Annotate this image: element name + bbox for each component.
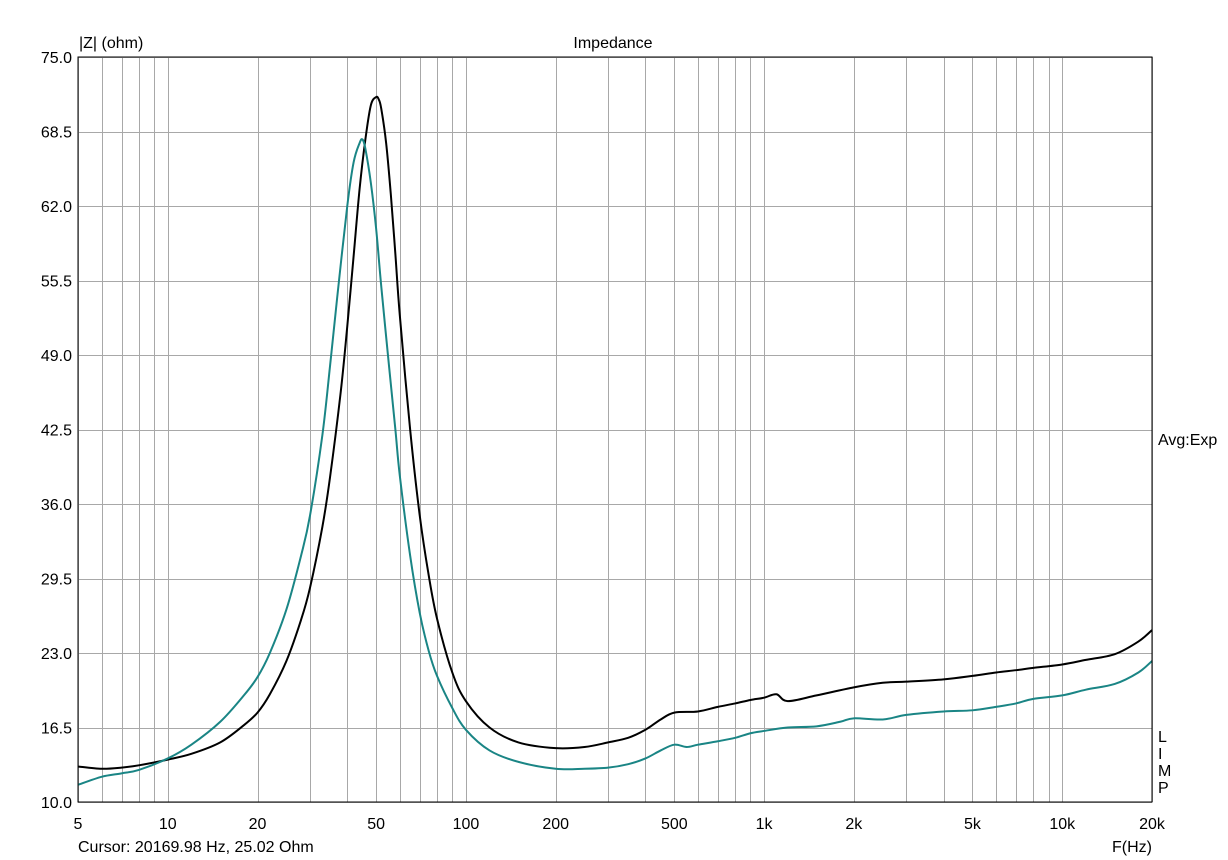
y-tick-label: 75.0 <box>41 50 72 67</box>
limp-letter-m: M <box>1158 763 1171 780</box>
avg-exp-label: Avg:Exp <box>1158 432 1217 449</box>
x-tick-labels: 5 10 20 50 100 200 500 1k 2k 5k 10k 20k <box>74 816 1166 833</box>
cursor-readout: Cursor: 20169.98 Hz, 25.02 Ohm <box>78 839 314 856</box>
plot-frame <box>77 56 1153 803</box>
impedance-curve-teal <box>77 138 1153 786</box>
limp-letter-p: P <box>1158 780 1169 797</box>
limp-letter-l: L <box>1158 729 1167 746</box>
x-axis-label: F(Hz) <box>1112 839 1152 856</box>
x-tick-label: 2k <box>845 816 863 833</box>
x-tick-label: 20k <box>1139 816 1166 833</box>
x-tick-label: 10k <box>1049 816 1076 833</box>
x-tick-label: 1k <box>756 816 774 833</box>
x-tick-label: 20 <box>249 816 267 833</box>
y-tick-label: 36.0 <box>41 497 72 514</box>
y-tick-label: 29.5 <box>41 572 72 589</box>
y-tick-label: 10.0 <box>41 795 72 812</box>
series-curves <box>77 95 1153 786</box>
y-tick-label: 55.5 <box>41 274 72 291</box>
y-tick-label: 16.5 <box>41 721 72 738</box>
x-tick-label: 5 <box>74 816 83 833</box>
x-tick-label: 50 <box>367 816 385 833</box>
y-axis-label: |Z| (ohm) <box>79 35 143 52</box>
y-tick-label: 49.0 <box>41 348 72 365</box>
chart-title: Impedance <box>573 35 652 52</box>
x-tick-label: 200 <box>542 816 569 833</box>
y-tick-label: 62.0 <box>41 199 72 216</box>
y-tick-label: 23.0 <box>41 646 72 663</box>
x-tick-label: 5k <box>964 816 982 833</box>
impedance-curve-black <box>77 95 1153 770</box>
x-tick-label: 500 <box>661 816 688 833</box>
y-tick-label: 68.5 <box>41 125 72 142</box>
x-tick-label: 100 <box>453 816 480 833</box>
x-tick-label: 10 <box>159 816 177 833</box>
y-tick-label: 42.5 <box>41 423 72 440</box>
y-tick-labels: 10.0 16.5 23.0 29.5 36.0 42.5 49.0 55.5 62.0 68.5… <box>41 50 72 812</box>
grid-lines <box>78 57 1153 803</box>
limp-letter-i: I <box>1158 746 1162 763</box>
